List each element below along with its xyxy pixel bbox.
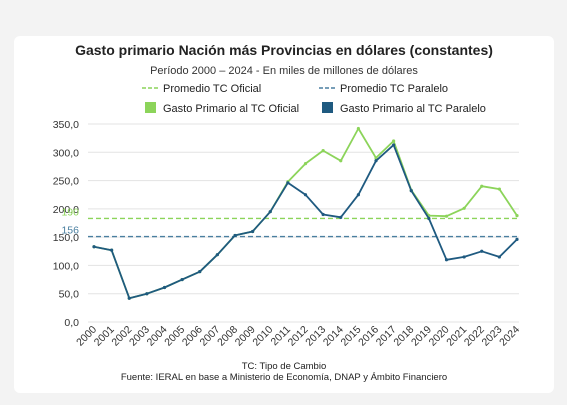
data-point: [444, 258, 449, 262]
data-point: [268, 210, 272, 214]
chart-svg: Gasto primario Nación más Provincias en …: [53, 42, 523, 383]
data-point: [110, 248, 114, 252]
legend-label: Promedio TC Paralelo: [340, 83, 448, 95]
data-point: [162, 285, 167, 290]
y-tick-label: 150,0: [53, 232, 79, 244]
legend-label: Promedio TC Oficial: [163, 83, 261, 95]
data-point: [356, 126, 360, 131]
data-point: [92, 245, 96, 249]
data-point: [321, 212, 325, 217]
data-point: [303, 162, 308, 166]
y-tick-label: 100,0: [53, 260, 79, 272]
data-point: [215, 253, 219, 257]
footnote: TC: Tipo de Cambio: [242, 361, 326, 372]
series-line: [93, 127, 518, 300]
data-point: [251, 229, 255, 234]
data-point: [180, 277, 184, 282]
data-point: [497, 187, 501, 191]
data-point: [356, 193, 360, 197]
average-line-label: 156: [61, 225, 79, 237]
data-point: [374, 156, 378, 160]
data-point: [462, 206, 466, 210]
data-point: [462, 255, 466, 259]
legend-label: Gasto Primario al TC Oficial: [163, 103, 299, 115]
data-point: [303, 193, 308, 197]
x-tick-label: 2024: [497, 324, 522, 349]
data-point: [427, 216, 431, 221]
y-axis: 0,0 50,0 100,0 150,0 200,0 250,0 300,0 350,0: [53, 119, 79, 329]
average-line-label: 190: [61, 206, 79, 218]
legend-square-swatch: [145, 102, 156, 113]
data-point: [444, 214, 449, 218]
y-tick-label: 300,0: [53, 147, 79, 159]
data-point: [480, 184, 484, 188]
data-point: [480, 249, 484, 253]
data-point: [409, 189, 413, 193]
data-point: [127, 296, 131, 300]
chart-subtitle: Período 2000 – 2024 - En miles de millon…: [150, 65, 418, 77]
legend: Promedio TC Oficial Promedio TC Paralelo G…: [142, 83, 486, 115]
x-axis: 2000200120022003200420052006200720082009…: [74, 324, 522, 349]
y-tick-label: 350,0: [53, 119, 79, 131]
data-point: [497, 255, 501, 259]
chart-card: Gasto primario Nación más Provincias en …: [14, 36, 554, 393]
series-lines: [92, 126, 519, 300]
series-line: [93, 144, 518, 300]
data-point: [515, 214, 519, 218]
legend-label: Gasto Primario al TC Paralelo: [340, 103, 486, 115]
average-lines: 190 156: [61, 206, 519, 238]
y-tick-label: 200,0: [53, 204, 79, 216]
data-point: [339, 215, 343, 219]
data-point: [392, 143, 396, 147]
data-point: [198, 270, 202, 274]
data-point: [286, 181, 290, 185]
data-point: [515, 237, 519, 242]
data-point: [392, 139, 396, 143]
data-point: [339, 159, 343, 163]
y-tick-label: 0,0: [64, 317, 79, 329]
data-point: [321, 148, 325, 153]
data-point: [145, 292, 149, 296]
chart-title: Gasto primario Nación más Provincias en …: [75, 42, 493, 58]
legend-square-swatch: [322, 102, 333, 113]
y-tick-label: 250,0: [53, 176, 79, 188]
data-point: [233, 233, 237, 238]
grid: [88, 123, 519, 323]
source-note: Fuente: IERAL en base a Ministerio de Ec…: [121, 372, 447, 383]
y-tick-label: 50,0: [59, 289, 80, 301]
data-point: [374, 159, 378, 163]
